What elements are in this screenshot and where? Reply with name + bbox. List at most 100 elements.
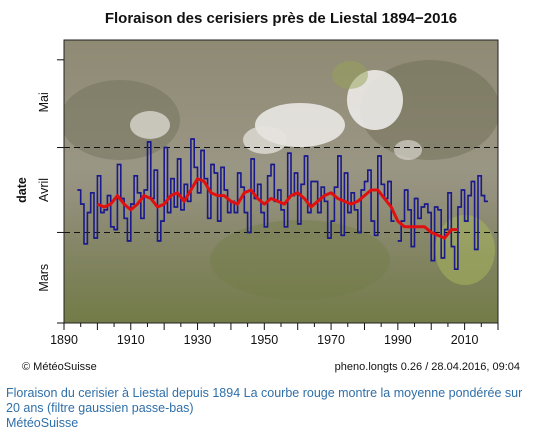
bloom-point-1987: [387, 180, 392, 183]
caption-line-3: MétéoSuisse: [6, 416, 79, 430]
bloom-point-1921: [167, 211, 171, 214]
bloom-point-1954: [277, 189, 281, 191]
bloom-point-2012: [471, 180, 475, 183]
caption-line-2: 20 ans (filtre gaussien passe-bas): [6, 401, 194, 415]
x-tick-label-1910: 1910: [117, 333, 145, 347]
bloom-point-1931: [200, 149, 205, 152]
bloom-point-2015: [481, 194, 485, 197]
bloom-point-1945: [247, 231, 251, 234]
bloom-point-1930: [197, 192, 201, 194]
x-tick-label-1930: 1930: [184, 333, 212, 347]
bloom-point-1976: [351, 192, 355, 194]
bloom-point-1959: [294, 172, 298, 174]
bloom-point-1972: [337, 155, 342, 157]
bloom-point-1965: [314, 180, 318, 183]
bloom-point-2002: [437, 209, 442, 211]
bloom-point-2008: [457, 206, 462, 208]
x-tick-label-1970: 1970: [317, 333, 345, 347]
bloom-point-1905: [114, 228, 118, 231]
bloom-point-1902: [104, 209, 108, 211]
bloom-point-1997: [421, 206, 425, 208]
bloom-point-2013: [474, 248, 478, 251]
bloom-point-1985: [381, 183, 385, 186]
bloom-point-1968: [324, 200, 328, 203]
bloom-point-1974: [344, 172, 348, 174]
bloom-point-1970: [331, 220, 335, 222]
bloom-point-1922: [170, 177, 175, 180]
bloom-point-1988: [391, 220, 395, 222]
bloom-point-1907: [120, 197, 125, 200]
bloom-point-1936: [217, 220, 221, 222]
bloom-point-1955: [281, 209, 285, 211]
bloom-point-1961: [301, 183, 305, 186]
bloom-point-1967: [321, 186, 325, 188]
bloom-point-1984: [377, 155, 382, 157]
bloom-point-1992: [404, 189, 408, 191]
bloom-point-1927: [187, 200, 191, 203]
bloom-point-1981: [367, 169, 372, 171]
bloom-point-2003: [441, 257, 445, 259]
bloom-point-1983: [374, 234, 378, 237]
cherry-bloom-chart: Floraison des cerisiers près de Liestal …: [15, 10, 520, 373]
bloom-point-1942: [237, 172, 241, 174]
bloom-point-1918: [157, 240, 161, 242]
bloom-point-2005: [447, 192, 452, 194]
y-axis-label: date: [15, 177, 29, 203]
bloom-point-1920: [164, 146, 168, 149]
bloom-point-1995: [414, 197, 418, 200]
bloom-point-1913: [140, 217, 145, 220]
bloom-point-1964: [311, 180, 315, 183]
bloom-point-1911: [134, 175, 138, 177]
bloom-point-1991: [401, 220, 405, 222]
y-tick-label-avril: Avril: [37, 178, 51, 202]
bloom-point-1950: [264, 226, 268, 228]
bloom-point-1948: [257, 183, 261, 186]
bloom-point-2011: [468, 194, 472, 197]
bloom-point-1941: [234, 211, 238, 214]
caption-line-1: Floraison du cerisier à Liestal depuis 1…: [6, 386, 523, 400]
bloom-point-1933: [207, 217, 211, 220]
x-tick-label-2010: 2010: [451, 333, 479, 347]
photo-background: [64, 40, 498, 323]
bloom-point-1963: [307, 211, 311, 214]
copyright-label: © MétéoSuisse: [22, 361, 97, 373]
bloom-point-1938: [224, 189, 228, 191]
bloom-point-1994: [411, 245, 415, 248]
bloom-point-1910: [130, 203, 135, 205]
bloom-point-1903: [107, 194, 111, 197]
bloom-point-1919: [160, 220, 165, 222]
bloom-point-1990: [397, 240, 402, 242]
bloom-point-1956: [284, 226, 288, 228]
bloom-point-1904: [110, 226, 114, 228]
bloom-point-1899: [94, 237, 98, 239]
bloom-point-1937: [220, 166, 225, 169]
bloom-point-1971: [334, 186, 338, 188]
bloom-point-1939: [227, 211, 231, 214]
bloom-point-1929: [194, 166, 198, 169]
bloom-point-1900: [97, 175, 101, 177]
bloom-point-1969: [327, 237, 331, 239]
bloom-point-1999: [427, 211, 432, 214]
bloom-point-1928: [190, 138, 195, 140]
bloom-point-1912: [137, 192, 141, 194]
bloom-point-1897: [87, 211, 91, 214]
bloom-point-2000: [431, 259, 435, 262]
bloom-point-1917: [154, 169, 158, 171]
bloom-point-1943: [240, 186, 245, 188]
meta-label: pheno.longts 0.26 / 28.04.2016, 09:04: [335, 361, 520, 373]
bloom-point-1895: [80, 203, 84, 205]
bloom-point-2007: [454, 268, 458, 270]
bloom-point-1934: [210, 163, 215, 166]
bloom-point-1982: [371, 220, 375, 222]
bloom-point-1908: [124, 217, 128, 220]
bloom-point-1962: [304, 155, 308, 157]
bloom-point-1925: [180, 209, 185, 211]
bloom-point-1901: [100, 211, 104, 214]
bloom-point-1949: [261, 211, 265, 214]
bloom-point-1935: [214, 172, 218, 174]
figure-caption: Floraison du cerisier à Liestal depuis 1…: [6, 386, 551, 431]
bloom-point-1996: [417, 217, 422, 220]
bloom-point-2004: [444, 228, 448, 231]
bloom-point-1977: [354, 209, 358, 211]
bloom-point-1944: [244, 211, 248, 214]
